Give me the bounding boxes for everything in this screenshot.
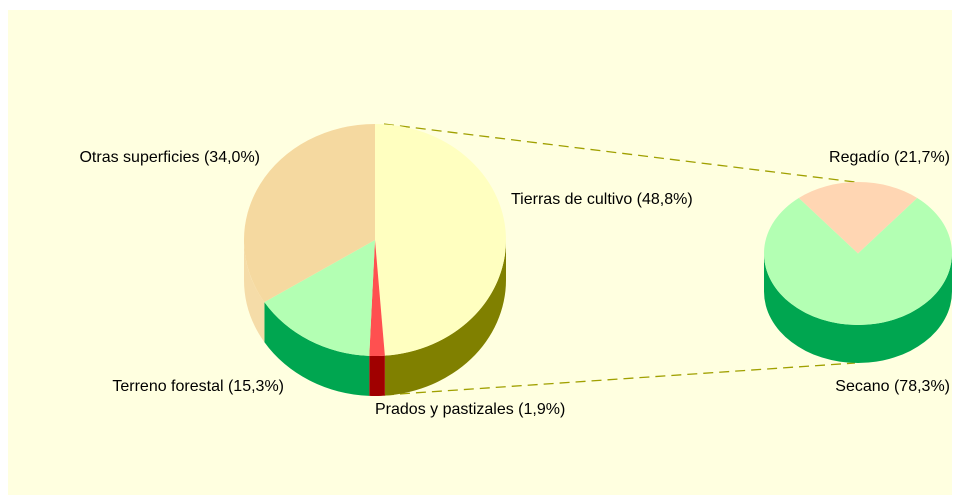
- slice: [264, 240, 375, 356]
- slice: [369, 240, 385, 357]
- slice-label: Otras superficies (34,0%): [79, 149, 260, 166]
- slice: [375, 124, 506, 356]
- slice-label: Secano (78,3%): [835, 378, 950, 395]
- slice-side: [264, 302, 370, 396]
- slice-label: Regadío (21,7%): [829, 149, 950, 166]
- slice: [243, 123, 375, 303]
- slice-side: [244, 240, 265, 343]
- labels: Tierras de cultivo (48,8%) Prados y pasti…: [79, 149, 950, 418]
- slice-label: Tierras de cultivo (48,8%): [511, 191, 693, 208]
- slice-side: [384, 240, 506, 396]
- slices: [243, 123, 952, 397]
- slice-side: [369, 355, 385, 397]
- slice-label: Prados y pastizales (1,9%): [375, 401, 565, 418]
- slice: [763, 197, 952, 326]
- slice: [798, 182, 918, 254]
- slice-side: [764, 253, 952, 363]
- slice-label: Terreno forestal (15,3%): [112, 378, 284, 395]
- connector-line: [383, 362, 856, 396]
